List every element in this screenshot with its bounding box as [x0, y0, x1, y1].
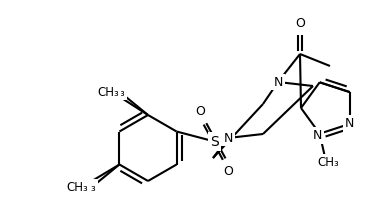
Text: O: O [196, 105, 206, 118]
Text: CH₃: CH₃ [103, 86, 125, 98]
Text: CH₃: CH₃ [97, 86, 119, 98]
Text: O: O [295, 16, 305, 30]
Text: CH₃: CH₃ [75, 181, 96, 194]
Text: CH₃: CH₃ [318, 156, 340, 169]
Text: N: N [313, 129, 322, 142]
Text: N: N [273, 76, 283, 89]
Text: O: O [224, 165, 234, 178]
Text: CH₃: CH₃ [67, 181, 88, 194]
Text: N: N [223, 131, 233, 144]
Text: N: N [345, 117, 355, 130]
Text: S: S [210, 135, 219, 149]
